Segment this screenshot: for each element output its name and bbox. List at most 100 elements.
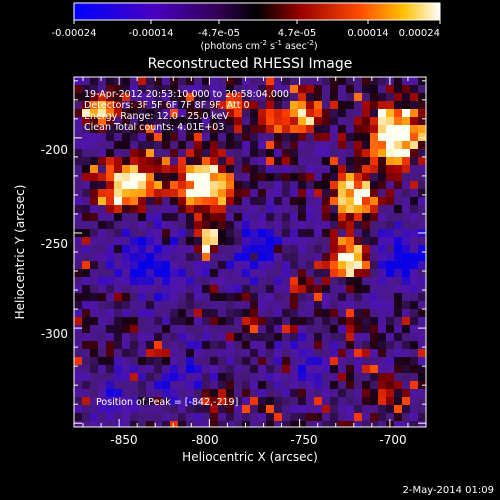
map-pixel xyxy=(202,125,210,133)
map-pixel xyxy=(106,413,114,421)
map-pixel xyxy=(362,381,370,389)
map-pixel xyxy=(370,277,378,285)
map-pixel xyxy=(186,301,194,309)
map-pixel xyxy=(122,189,130,197)
map-pixel xyxy=(306,173,314,181)
map-pixel xyxy=(186,373,194,381)
map-pixel xyxy=(218,269,226,277)
map-pixel xyxy=(186,365,194,373)
map-pixel xyxy=(162,357,170,365)
map-pixel xyxy=(378,413,386,421)
map-pixel xyxy=(194,149,202,157)
map-pixel xyxy=(250,221,258,229)
map-pixel xyxy=(338,357,346,365)
map-pixel xyxy=(386,301,394,309)
map-pixel xyxy=(258,141,266,149)
map-pixel xyxy=(266,157,274,165)
map-pixel xyxy=(146,229,154,237)
time-range-text: 19-Apr-2012 20:53:10.000 to 20:58:04.000 xyxy=(84,89,289,100)
map-pixel xyxy=(274,317,282,325)
image-annotations: 19-Apr-2012 20:53:10.000 to 20:58:04.000… xyxy=(84,89,289,408)
map-pixel xyxy=(298,93,306,101)
map-pixel xyxy=(170,93,178,101)
map-pixel xyxy=(114,133,122,141)
map-pixel xyxy=(170,405,178,413)
map-pixel xyxy=(98,405,106,413)
map-pixel xyxy=(154,157,162,165)
map-pixel xyxy=(370,213,378,221)
map-pixel xyxy=(74,181,82,189)
map-pixel xyxy=(226,341,234,349)
map-pixel xyxy=(274,301,282,309)
map-pixel xyxy=(250,213,258,221)
map-pixel xyxy=(394,125,402,133)
map-pixel xyxy=(218,421,226,427)
map-pixel xyxy=(290,85,298,93)
map-pixel xyxy=(330,149,338,157)
map-pixel xyxy=(178,149,186,157)
map-pixel xyxy=(274,93,282,101)
map-pixel xyxy=(370,237,378,245)
map-pixel xyxy=(162,93,170,101)
map-pixel xyxy=(210,109,218,117)
map-pixel xyxy=(306,413,314,421)
map-pixel xyxy=(306,405,314,413)
map-pixel xyxy=(138,85,146,93)
map-pixel xyxy=(242,157,250,165)
map-pixel xyxy=(154,165,162,173)
map-pixel xyxy=(154,269,162,277)
map-pixel xyxy=(314,221,322,229)
map-pixel xyxy=(98,373,106,381)
map-pixel xyxy=(378,229,386,237)
map-pixel xyxy=(346,317,354,325)
map-pixel xyxy=(154,213,162,221)
map-pixel xyxy=(402,189,410,197)
map-pixel xyxy=(106,397,114,405)
map-pixel xyxy=(234,309,242,317)
map-pixel xyxy=(114,253,122,261)
map-pixel xyxy=(314,301,322,309)
map-pixel xyxy=(194,397,202,405)
map-pixel xyxy=(362,157,370,165)
map-pixel xyxy=(282,101,290,109)
map-pixel xyxy=(250,277,258,285)
map-pixel xyxy=(178,277,186,285)
map-pixel xyxy=(354,309,362,317)
map-pixel xyxy=(162,333,170,341)
map-pixel xyxy=(162,389,170,397)
map-pixel xyxy=(202,85,210,93)
map-pixel xyxy=(170,357,178,365)
map-pixel xyxy=(226,149,234,157)
map-pixel xyxy=(170,133,178,141)
map-pixel xyxy=(194,349,202,357)
map-pixel xyxy=(186,213,194,221)
map-pixel xyxy=(298,157,306,165)
map-pixel xyxy=(130,333,138,341)
map-pixel xyxy=(354,413,362,421)
map-pixel xyxy=(370,333,378,341)
map-pixel xyxy=(186,389,194,397)
map-pixel xyxy=(394,173,402,181)
map-pixel xyxy=(394,237,402,245)
map-pixel xyxy=(82,189,90,197)
map-pixel xyxy=(122,93,130,101)
map-pixel xyxy=(114,381,122,389)
map-pixel xyxy=(282,333,290,341)
map-pixel xyxy=(378,133,386,141)
map-pixel xyxy=(90,333,98,341)
map-pixel xyxy=(82,133,90,141)
map-pixel xyxy=(330,253,338,261)
map-pixel xyxy=(322,141,330,149)
map-pixel xyxy=(418,197,426,205)
map-pixel xyxy=(202,293,210,301)
map-pixel xyxy=(146,141,154,149)
map-pixel xyxy=(386,229,394,237)
map-pixel xyxy=(314,245,322,253)
map-pixel xyxy=(314,93,322,101)
map-pixel xyxy=(418,237,426,245)
map-pixel xyxy=(258,221,266,229)
map-pixel xyxy=(210,293,218,301)
map-pixel xyxy=(122,261,130,269)
map-pixel xyxy=(178,205,186,213)
map-pixel xyxy=(314,365,322,373)
